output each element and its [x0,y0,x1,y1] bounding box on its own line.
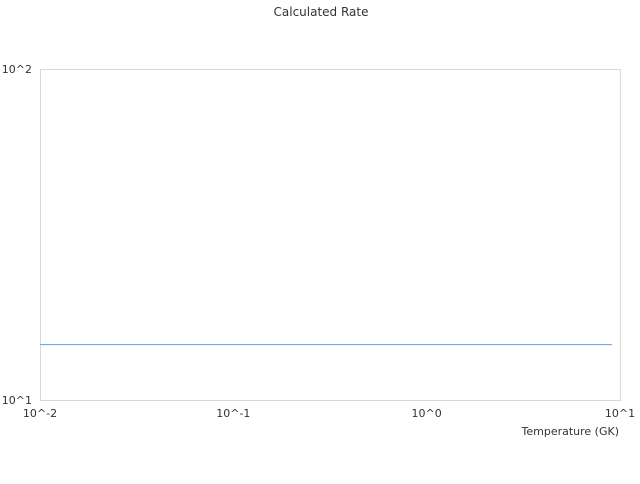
x-tick-label: 10^1 [605,407,635,420]
x-tick-label: 10^-2 [23,407,57,420]
x-tick-label: 10^0 [412,407,442,420]
x-axis-label: Temperature (GK) [521,425,620,438]
y-tick-label: 10^2 [2,63,32,76]
plot-area [40,69,621,401]
chart-title: Calculated Rate [274,5,369,19]
y-tick-label: 10^1 [2,394,32,407]
x-tick-label: 10^-1 [216,407,250,420]
